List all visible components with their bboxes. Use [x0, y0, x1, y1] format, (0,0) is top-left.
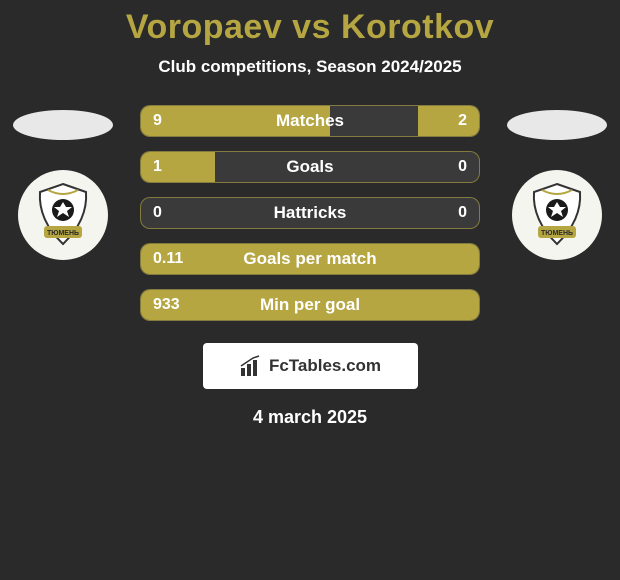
club-badge-right: ТЮМЕНЬ: [512, 170, 602, 260]
stat-bar-right: [418, 106, 479, 136]
bar-chart-icon: [239, 354, 263, 378]
stat-value-left: 933: [153, 296, 180, 314]
stat-value-left: 1: [153, 158, 162, 176]
player-right-avatar-placeholder: [507, 110, 607, 140]
player-left-column: ТЮМЕНЬ: [8, 110, 118, 260]
brand-box[interactable]: FcTables.com: [203, 343, 418, 389]
stat-row: 0 Hattricks 0: [140, 197, 480, 229]
shield-icon: ТЮМЕНЬ: [522, 180, 592, 250]
player-right-column: ТЮМЕНЬ: [502, 110, 612, 260]
brand-label: FcTables.com: [269, 356, 381, 376]
svg-text:ТЮМЕНЬ: ТЮМЕНЬ: [541, 230, 573, 237]
date-label: 4 march 2025: [0, 407, 620, 428]
stat-value-left: 0.11: [153, 250, 183, 268]
comparison-card: Voropaev vs Korotkov Club competitions, …: [0, 0, 620, 428]
stats-list: 9 Matches 2 1 Goals 0 0 Hattricks 0 0.11 Goals per…: [140, 105, 480, 321]
page-title: Voropaev vs Korotkov: [0, 8, 620, 47]
stat-row: 0.11 Goals per match: [140, 243, 480, 275]
stat-label: Matches: [276, 111, 344, 131]
stat-label: Goals: [286, 157, 333, 177]
subtitle: Club competitions, Season 2024/2025: [0, 57, 620, 77]
stat-row: 9 Matches 2: [140, 105, 480, 137]
club-badge-left: ТЮМЕНЬ: [18, 170, 108, 260]
stat-row: 1 Goals 0: [140, 151, 480, 183]
stat-row: 933 Min per goal: [140, 289, 480, 321]
player-left-avatar-placeholder: [13, 110, 113, 140]
stat-value-right: 0: [458, 158, 467, 176]
stat-value-right: 2: [458, 112, 467, 130]
stat-value-right: 0: [458, 204, 467, 222]
stat-value-left: 9: [153, 112, 162, 130]
stat-label: Hattricks: [274, 203, 347, 223]
svg-text:ТЮМЕНЬ: ТЮМЕНЬ: [47, 230, 79, 237]
stat-value-left: 0: [153, 204, 162, 222]
stat-label: Min per goal: [260, 295, 360, 315]
stat-label: Goals per match: [243, 249, 376, 269]
shield-icon: ТЮМЕНЬ: [28, 180, 98, 250]
